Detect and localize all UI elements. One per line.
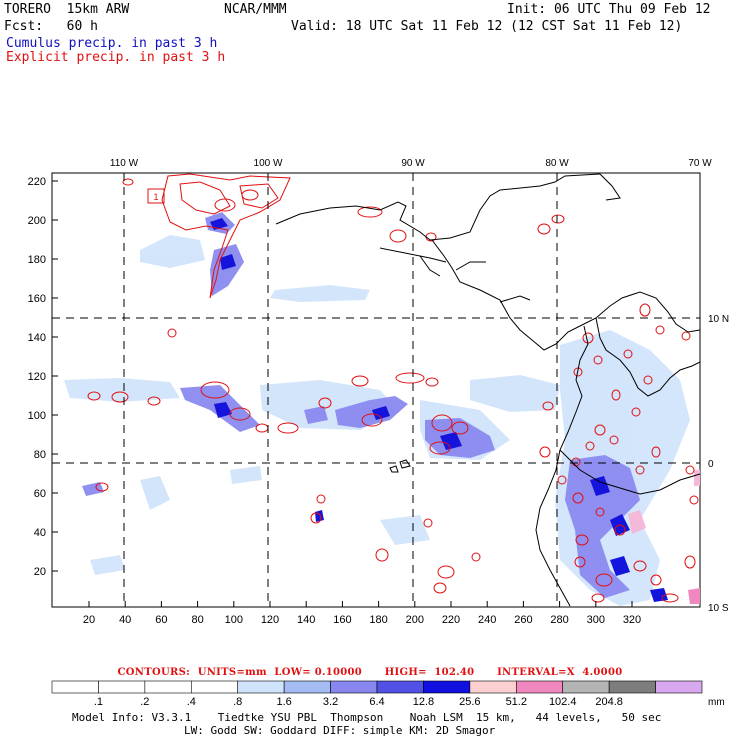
colorbar-label: 6.4 <box>369 696 384 708</box>
colorbar-unit: mm <box>708 697 725 708</box>
colorbar-label: .4 <box>187 696 196 708</box>
bottom-tick-label: 260 <box>514 614 532 626</box>
model-info: Model Info: V3.3.1 Tiedtke YSU PBL Thomp… <box>72 711 662 724</box>
bottom-tick-label: 200 <box>406 614 424 626</box>
init-time: Init: 06 UTC Thu 09 Feb 12 <box>507 2 711 17</box>
bottom-tick-label: 40 <box>119 614 131 626</box>
explicit-precip-contours <box>87 173 699 603</box>
colorbar-swatch <box>376 680 424 694</box>
lon-label: 90 W <box>401 158 425 169</box>
colorbar-swatch <box>190 680 239 694</box>
physics-info: LW: Godd SW: Goddard DIFF: simple KM: 2D… <box>184 724 496 737</box>
colorbar-swatch <box>98 680 146 694</box>
colorbar-swatch <box>330 680 378 694</box>
colorbar-label: 12.8 <box>413 696 434 708</box>
lat-label: 10 S <box>708 603 729 614</box>
left-tick-label: 20 <box>34 566 46 578</box>
colorbar-swatch <box>608 680 656 694</box>
bottom-tick-label: 320 <box>623 614 641 626</box>
bottom-tick-label: 100 <box>225 614 243 626</box>
colorbar-label: 204.8 <box>595 696 623 708</box>
bottom-tick-label: 240 <box>478 614 496 626</box>
colorbar-swatch <box>144 680 192 694</box>
left-tick-label: 40 <box>34 527 46 539</box>
left-tick-label: 220 <box>28 176 46 188</box>
left-tick-label: 200 <box>28 215 46 227</box>
cumulus-precip-heavy <box>210 218 668 602</box>
colorbar-swatch <box>423 680 471 694</box>
org-label: NCAR/MMM <box>224 2 287 17</box>
colorbar-label: .2 <box>140 696 149 708</box>
colorbar: .1 .2 .4 .8 1.6 3.2 6.4 12.8 25.6 51.2 102.4 204.8 m… <box>51 680 725 708</box>
bottom-tick-label: 140 <box>297 614 315 626</box>
valid-time: Valid: 18 UTC Sat 11 Feb 12 (12 CST Sat … <box>291 19 683 34</box>
colorbar-label: 25.6 <box>459 696 480 708</box>
lon-label: 100 W <box>254 158 283 169</box>
legend-explicit: Explicit precip. in past 3 h <box>6 50 226 65</box>
coastlines <box>275 173 701 607</box>
colorbar-swatch <box>237 680 285 694</box>
left-tick-label: 140 <box>28 332 46 344</box>
left-tick-label: 180 <box>28 254 46 266</box>
model-title: TORERO 15km ARW <box>4 2 130 17</box>
colorbar-label: 3.2 <box>323 696 338 708</box>
colorbar-swatch <box>469 680 517 694</box>
box-marker-label: 1 <box>153 192 158 202</box>
colorbar-swatch <box>655 680 703 694</box>
bottom-tick-label: 220 <box>442 614 460 626</box>
lat-label: 10 N <box>708 314 729 325</box>
bottom-tick-label: 80 <box>191 614 203 626</box>
lat-lon-grid <box>52 173 700 607</box>
left-tick-label: 160 <box>28 293 46 305</box>
colorbar-swatch <box>515 680 564 694</box>
left-tick-label: 80 <box>34 449 46 461</box>
colorbar-label: 1.6 <box>276 696 291 708</box>
lon-label: 110 W <box>110 158 139 169</box>
colorbar-label: .1 <box>94 696 103 708</box>
left-tick-label: 120 <box>28 371 46 383</box>
bottom-tick-label: 120 <box>261 614 279 626</box>
colorbar-swatch <box>51 680 99 694</box>
bottom-tick-label: 20 <box>83 614 95 626</box>
bottom-tick-label: 160 <box>333 614 351 626</box>
bottom-tick-label: 60 <box>155 614 167 626</box>
lat-label: 0 <box>708 459 714 470</box>
colorbar-label: 51.2 <box>506 696 527 708</box>
bottom-tick-label: 300 <box>587 614 605 626</box>
contours-info: CONTOURS: UNITS=mm LOW= 0.10000 HIGH= 10… <box>117 667 623 678</box>
bottom-tick-label: 280 <box>550 614 568 626</box>
legend-cumulus: Cumulus precip. in past 3 h <box>6 36 218 51</box>
colorbar-swatch <box>562 680 610 694</box>
red-box-marker <box>147 188 165 204</box>
precip-pink-spots <box>628 470 700 604</box>
bottom-tick-label: 180 <box>369 614 387 626</box>
lon-label: 80 W <box>545 158 569 169</box>
colorbar-swatch <box>283 680 331 694</box>
forecast-hour: Fcst: 60 h <box>4 19 98 34</box>
left-tick-label: 60 <box>34 488 46 500</box>
left-tick-label: 100 <box>28 410 46 422</box>
colorbar-label: .8 <box>233 696 242 708</box>
colorbar-label: 102.4 <box>549 696 577 708</box>
lon-label: 70 W <box>688 158 712 169</box>
